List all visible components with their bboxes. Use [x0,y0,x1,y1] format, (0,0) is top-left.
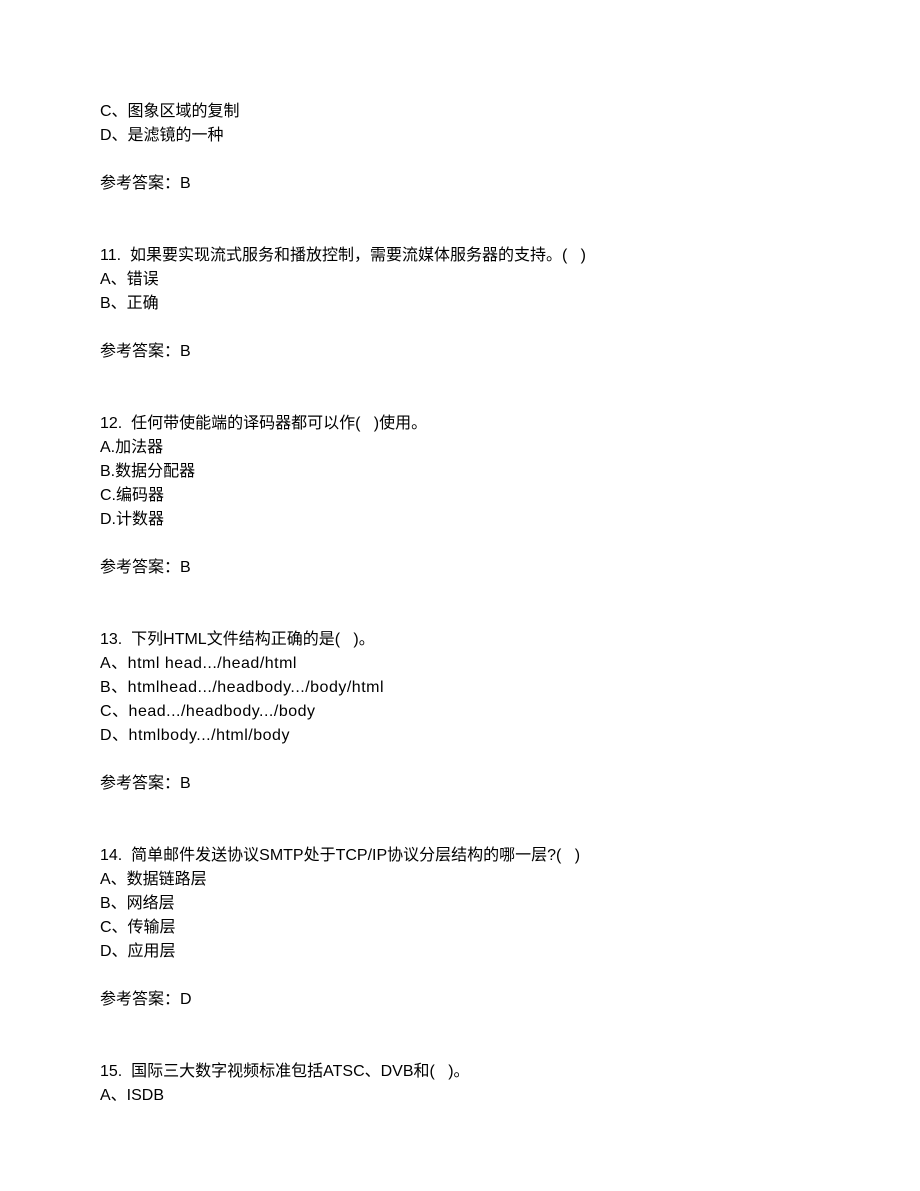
option-b: B.数据分配器 [100,460,820,484]
answer-label: 参考答案：B [100,340,820,364]
question-text: 任何带使能端的译码器都可以作( )使用。 [131,415,427,432]
option-c: C、传输层 [100,916,820,940]
question-14: 14. 简单邮件发送协议SMTP处于TCP/IP协议分层结构的哪一层?( ) A… [100,844,820,1012]
option-d: D.计数器 [100,508,820,532]
question-15: 15. 国际三大数字视频标准包括ATSC、DVB和( )。 A、ISDB [100,1060,820,1108]
blank-line [100,964,820,988]
question-number: 12. [100,415,122,432]
option-a: A、ISDB [100,1084,820,1108]
question-12: 12. 任何带使能端的译码器都可以作( )使用。 A.加法器 B.数据分配器 C… [100,412,820,580]
question-11: 11. 如果要实现流式服务和播放控制，需要流媒体服务器的支持。( ) A、错误 … [100,244,820,364]
option-d: D、是滤镜的一种 [100,124,820,148]
question-number: 11. [100,247,121,264]
option-c: C、head.../headbody.../body [100,700,820,724]
question-partial-top: C、图象区域的复制 D、是滤镜的一种 参考答案：B [100,100,820,196]
option-b: B、htmlhead.../headbody.../body/html [100,676,820,700]
question-text: 如果要实现流式服务和播放控制，需要流媒体服务器的支持。( ) [130,247,586,264]
option-a: A、html head.../head/html [100,652,820,676]
blank-line [100,148,820,172]
answer-label: 参考答案：B [100,556,820,580]
option-a: A、错误 [100,268,820,292]
blank-line [100,748,820,772]
blank-line [100,316,820,340]
blank-line [100,532,820,556]
option-d: D、htmlbody.../html/body [100,724,820,748]
answer-label: 参考答案：D [100,988,820,1012]
question-number: 15. [100,1063,122,1080]
option-d: D、应用层 [100,940,820,964]
question-number: 14. [100,847,122,864]
question-stem: 12. 任何带使能端的译码器都可以作( )使用。 [100,412,820,436]
question-text: 简单邮件发送协议SMTP处于TCP/IP协议分层结构的哪一层?( ) [131,847,580,864]
option-b: B、网络层 [100,892,820,916]
answer-label: 参考答案：B [100,772,820,796]
question-stem: 13. 下列HTML文件结构正确的是( )。 [100,628,820,652]
question-text: 下列HTML文件结构正确的是( )。 [131,631,375,648]
question-stem: 11. 如果要实现流式服务和播放控制，需要流媒体服务器的支持。( ) [100,244,820,268]
question-stem: 15. 国际三大数字视频标准包括ATSC、DVB和( )。 [100,1060,820,1084]
option-b: B、正确 [100,292,820,316]
option-a: A、数据链路层 [100,868,820,892]
option-c: C、图象区域的复制 [100,100,820,124]
question-text: 国际三大数字视频标准包括ATSC、DVB和( )。 [131,1063,469,1080]
option-c: C.编码器 [100,484,820,508]
question-13: 13. 下列HTML文件结构正确的是( )。 A、html head.../he… [100,628,820,796]
question-stem: 14. 简单邮件发送协议SMTP处于TCP/IP协议分层结构的哪一层?( ) [100,844,820,868]
answer-label: 参考答案：B [100,172,820,196]
document-page: C、图象区域的复制 D、是滤镜的一种 参考答案：B 11. 如果要实现流式服务和… [0,0,920,1108]
question-number: 13. [100,631,122,648]
option-a: A.加法器 [100,436,820,460]
